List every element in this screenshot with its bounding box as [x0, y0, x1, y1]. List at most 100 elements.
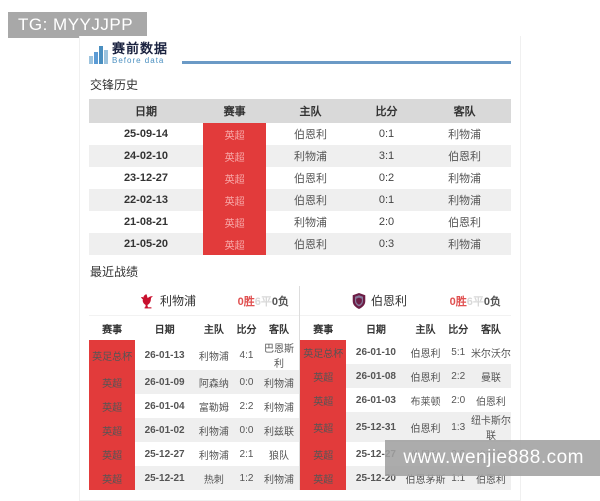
- home-cell: 利物浦: [198, 450, 229, 462]
- score-cell: 1:3: [445, 412, 471, 442]
- team-name-liverpool: 利物浦: [160, 294, 197, 308]
- record-draw: 6平: [254, 295, 272, 308]
- date-cell: 24-02-10: [89, 145, 203, 167]
- logo-row: 赛前数据 Before data: [89, 38, 511, 68]
- score-cell: 5:1: [451, 346, 466, 358]
- home-cell: 伯恩利: [405, 364, 446, 388]
- recent-table-liverpool-body: 英足总杯 26-01-13 利物浦 4:1 巴恩斯利 英超 26-01-09 阿森纳 0:0 利物…: [89, 340, 299, 490]
- home-cell: 热刺: [193, 466, 234, 490]
- away-cell: 曼联: [470, 364, 511, 388]
- history-table: 日期 赛事 主队 比分 客队 25-09-14 英超 伯恩利 0:1 利物浦 24-02-…: [89, 99, 511, 255]
- score-cell: 2:2: [239, 400, 254, 412]
- history-header-away: 客队: [418, 99, 511, 123]
- away-cell: 伯恩利: [418, 145, 511, 167]
- home-cell: 伯恩利: [266, 189, 355, 211]
- comp-cell: 英超: [202, 233, 267, 255]
- bar-chart-icon: [89, 43, 108, 64]
- liverpool-crest-icon: [141, 293, 155, 309]
- date-cell: 26-01-09: [135, 370, 194, 394]
- home-cell: 伯恩利: [405, 412, 446, 442]
- record-liverpool: 0胜6平0负: [238, 293, 289, 309]
- record-loss: 0负: [271, 295, 289, 308]
- table-row: 英足总杯 26-01-13 利物浦 4:1 巴恩斯利: [89, 340, 299, 370]
- table-row: 英超 26-01-08 伯恩利 2:2 曼联: [300, 364, 511, 388]
- recent-header-comp: 赛事: [300, 316, 347, 340]
- table-row: 英超 26-01-04 富勒姆 2:2 利物浦: [89, 394, 299, 418]
- history-header-row: 日期 赛事 主队 比分 客队: [89, 99, 511, 123]
- recent-panel-liverpool: 利物浦 0胜6平0负 赛事 日期 主队 比分 客队 英足总杯 26-01-13 利物…: [89, 286, 300, 490]
- date-cell: 25-09-14: [123, 128, 168, 140]
- date-cell: 21-05-20: [89, 233, 203, 255]
- recent-header-score: 比分: [233, 316, 260, 340]
- home-cell: 富勒姆: [198, 402, 229, 414]
- date-cell: 26-01-03: [355, 394, 396, 406]
- tg-banner: TG: MYYJJPP: [8, 12, 148, 38]
- recent-header-date: 日期: [135, 316, 194, 340]
- score-cell: 2:1: [239, 448, 254, 460]
- date-cell: 26-01-13: [144, 349, 185, 361]
- recent-header-home: 主队: [193, 316, 234, 340]
- recent-section-title: 最近战绩: [90, 265, 139, 279]
- home-cell: 伯恩利: [294, 173, 328, 185]
- record-burnley: 0胜6平0负: [450, 293, 501, 309]
- comp-cell: 英超: [300, 466, 347, 490]
- table-row: 22-02-13 英超 伯恩利 0:1 利物浦: [89, 189, 511, 211]
- score-cell: 0:0: [233, 370, 260, 394]
- score-cell: 1:2: [233, 466, 260, 490]
- away-cell: 利物浦: [259, 370, 299, 394]
- home-cell: 布莱顿: [410, 396, 441, 408]
- history-header-date: 日期: [89, 99, 203, 123]
- comp-cell: 英超: [300, 364, 347, 388]
- recent-table-burnley-head: 赛事 日期 主队 比分 客队: [300, 316, 511, 340]
- comp-cell: 英超: [300, 388, 347, 412]
- home-cell: 伯恩利: [294, 129, 328, 141]
- score-cell: 0:3: [354, 233, 419, 255]
- score-cell: 0:1: [378, 128, 395, 140]
- score-cell: 2:2: [445, 364, 471, 388]
- away-cell: 利兹联: [259, 418, 299, 442]
- table-row: 英足总杯 26-01-10 伯恩利 5:1 米尔沃尔: [300, 340, 511, 364]
- recent-header-score: 比分: [445, 316, 471, 340]
- date-cell: 21-08-21: [123, 216, 168, 228]
- home-cell: 利物浦: [193, 418, 234, 442]
- home-cell: 利物浦: [294, 217, 328, 229]
- recent-header-away: 客队: [470, 316, 511, 340]
- date-cell: 25-12-27: [355, 448, 396, 460]
- record-draw: 6平: [466, 295, 484, 308]
- history-header-score: 比分: [354, 99, 419, 123]
- date-cell: 25-12-31: [346, 412, 406, 442]
- comp-cell: 英超: [300, 442, 347, 466]
- comp-cell: 英超: [202, 167, 267, 189]
- date-cell: 26-01-08: [346, 364, 406, 388]
- recent-header-row: 赛事 日期 主队 比分 客队: [89, 316, 299, 340]
- burnley-crest-icon: [352, 292, 366, 309]
- away-cell: 伯恩利: [475, 396, 506, 408]
- table-row: 英超 26-01-09 阿森纳 0:0 利物浦: [89, 370, 299, 394]
- away-cell: 米尔沃尔: [470, 348, 511, 360]
- home-cell: 阿森纳: [193, 370, 234, 394]
- score-cell: 0:1: [354, 189, 419, 211]
- recent-header-date: 日期: [346, 316, 406, 340]
- comp-cell: 英超: [89, 466, 136, 490]
- record-loss: 0负: [483, 295, 501, 308]
- date-cell: 26-01-04: [144, 400, 185, 412]
- history-table-head: 日期 赛事 主队 比分 客队: [89, 99, 511, 123]
- history-header-comp: 赛事: [202, 99, 267, 123]
- date-cell: 23-12-27: [123, 172, 168, 184]
- comp-cell: 英超: [89, 394, 136, 418]
- score-cell: 0:2: [378, 172, 395, 184]
- comp-cell: 英足总杯: [89, 340, 136, 370]
- table-row: 25-09-14 英超 伯恩利 0:1 利物浦: [89, 123, 511, 145]
- home-cell: 伯恩利: [410, 348, 441, 360]
- table-row: 英超 25-12-27 利物浦 2:1 狼队: [89, 442, 299, 466]
- away-cell: 狼队: [269, 450, 290, 462]
- away-cell: 利物浦: [259, 466, 299, 490]
- record-win: 0胜: [237, 295, 255, 308]
- score-cell: 0:0: [233, 418, 260, 442]
- date-cell: 22-02-13: [89, 189, 203, 211]
- recent-header-comp: 赛事: [89, 316, 136, 340]
- table-row: 英超 26-01-03 布莱顿 2:0 伯恩利: [300, 388, 511, 412]
- away-cell: 利物浦: [264, 402, 295, 414]
- home-cell: 伯恩利: [266, 233, 355, 255]
- table-row: 英超 25-12-21 热刺 1:2 利物浦: [89, 466, 299, 490]
